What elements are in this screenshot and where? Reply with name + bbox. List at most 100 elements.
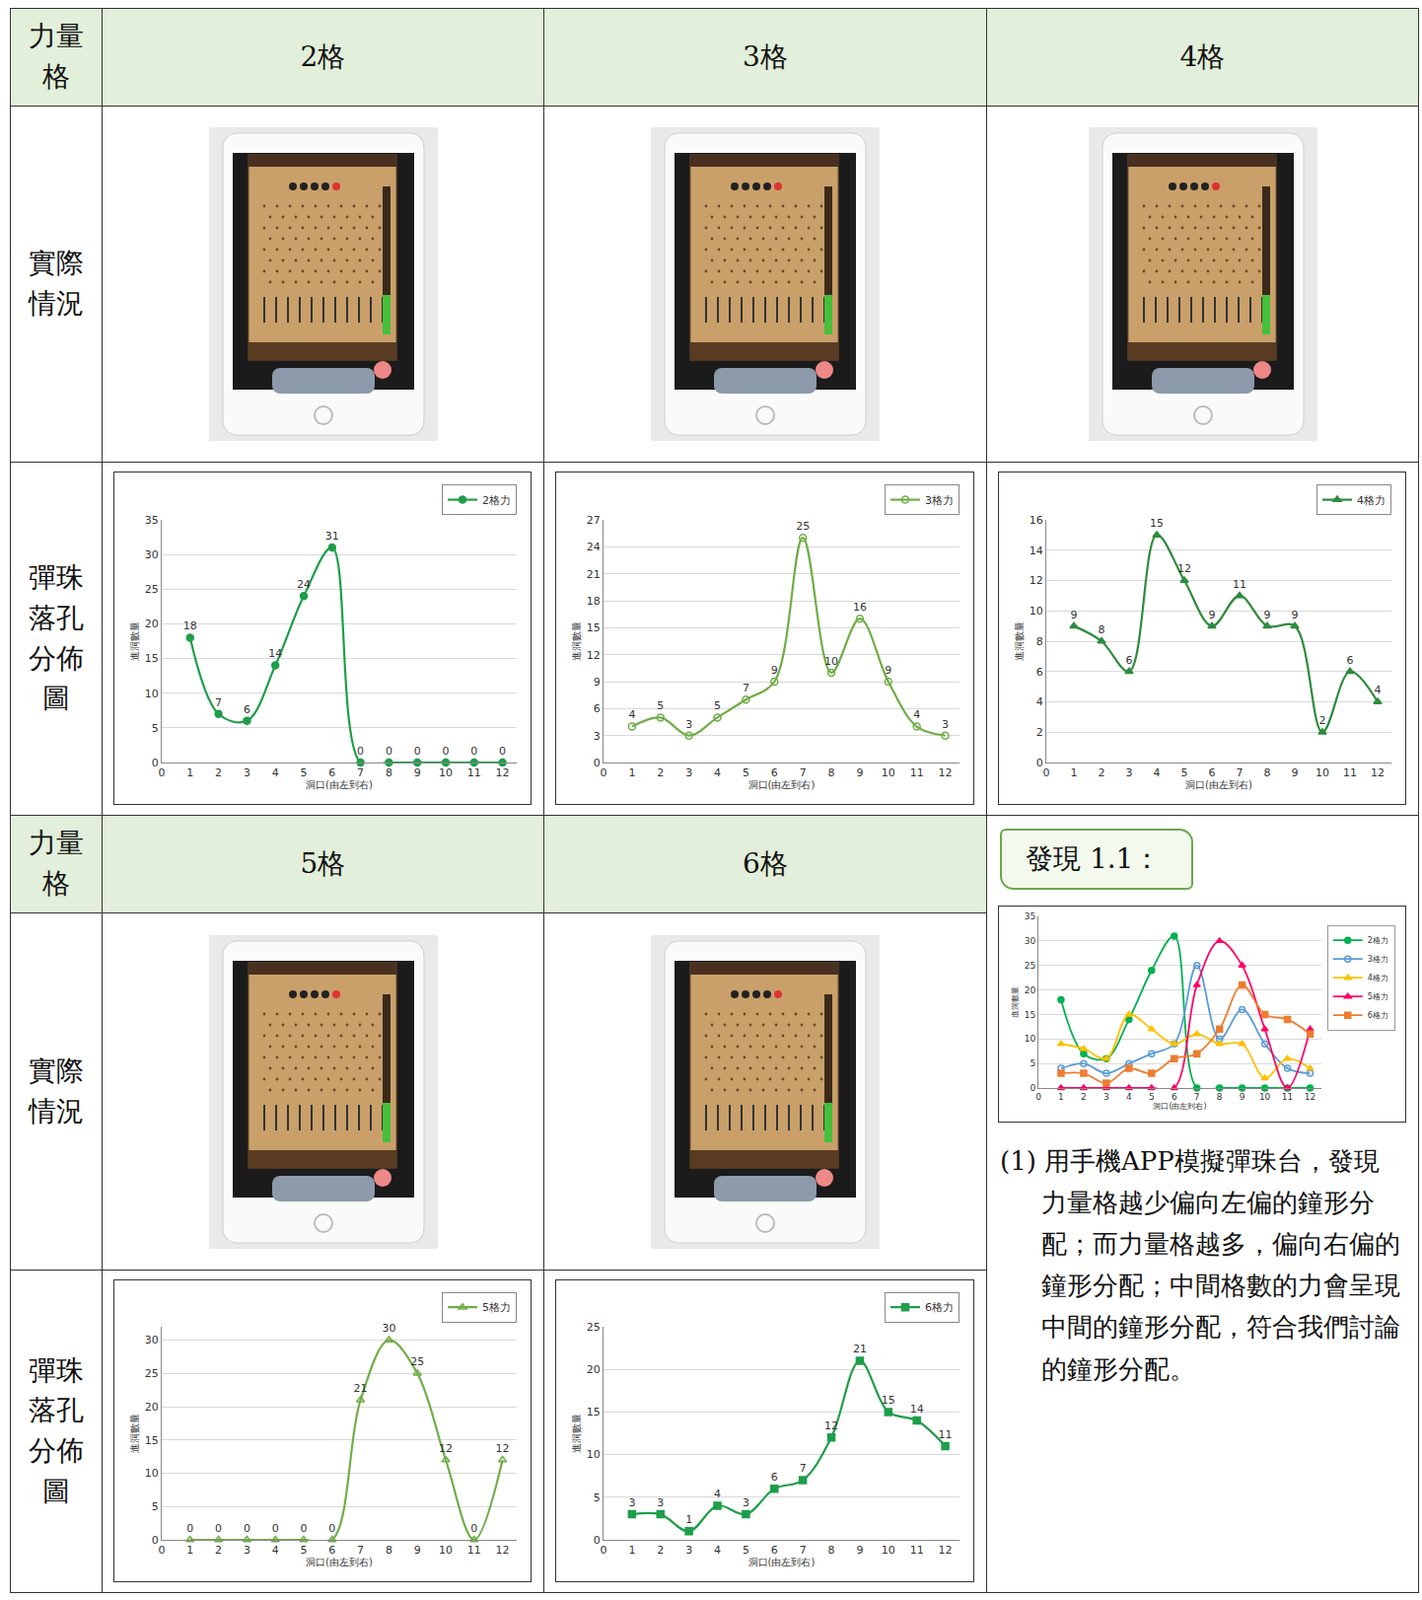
svg-text:35: 35 (144, 513, 159, 527)
svg-text:25: 25 (144, 1366, 159, 1380)
svg-text:3: 3 (685, 766, 693, 780)
svg-text:9: 9 (593, 675, 601, 689)
svg-text:12: 12 (824, 1419, 839, 1432)
svg-text:進洞數量: 進洞數量 (129, 1413, 141, 1453)
svg-text:15: 15 (144, 651, 159, 665)
svg-text:8: 8 (1264, 766, 1272, 780)
svg-text:進洞數量: 進洞數量 (1013, 621, 1025, 661)
svg-text:12: 12 (938, 766, 953, 780)
svg-text:1: 1 (186, 766, 194, 780)
svg-text:12: 12 (1029, 573, 1044, 587)
svg-text:0: 0 (470, 1521, 478, 1535)
svg-text:35: 35 (1024, 911, 1036, 922)
svg-text:0: 0 (151, 756, 159, 770)
svg-text:0: 0 (151, 1533, 159, 1547)
svg-text:洞口(由左到右): 洞口(由左到右) (1152, 1101, 1207, 1111)
svg-text:5: 5 (1029, 1058, 1036, 1068)
svg-text:9: 9 (1291, 608, 1299, 622)
svg-text:12: 12 (586, 648, 601, 662)
svg-text:21: 21 (586, 568, 601, 581)
svg-text:9: 9 (855, 1543, 863, 1557)
svg-text:0: 0 (243, 1521, 251, 1535)
svg-text:2: 2 (656, 766, 664, 780)
svg-text:2: 2 (214, 766, 222, 780)
svg-text:洞口(由左到右): 洞口(由左到右) (1185, 779, 1253, 790)
svg-text:7: 7 (799, 1461, 807, 1475)
svg-text:2: 2 (1098, 766, 1106, 780)
svg-text:6格力: 6格力 (924, 1300, 954, 1314)
svg-text:4: 4 (272, 766, 280, 780)
svg-text:4: 4 (913, 708, 921, 721)
svg-text:3: 3 (243, 766, 251, 780)
svg-text:20: 20 (144, 1400, 159, 1414)
svg-text:0: 0 (498, 744, 506, 758)
svg-text:8: 8 (828, 766, 836, 780)
svg-text:4: 4 (713, 1487, 721, 1500)
svg-text:0: 0 (593, 1533, 601, 1547)
svg-text:8: 8 (1098, 623, 1106, 637)
svg-text:11: 11 (910, 766, 925, 780)
svg-text:7: 7 (742, 681, 750, 695)
svg-text:5: 5 (593, 1491, 601, 1504)
svg-text:3: 3 (628, 1495, 636, 1509)
svg-text:1: 1 (186, 1543, 194, 1557)
svg-text:7: 7 (356, 766, 364, 780)
svg-text:6格力: 6格力 (1367, 1010, 1389, 1020)
svg-text:12: 12 (1370, 766, 1385, 780)
svg-text:5: 5 (1181, 766, 1189, 780)
svg-text:5: 5 (656, 699, 664, 712)
svg-text:4格力: 4格力 (1367, 973, 1389, 983)
svg-text:6: 6 (243, 703, 251, 716)
svg-text:進洞數量: 進洞數量 (1010, 986, 1020, 1018)
svg-text:30: 30 (144, 548, 159, 562)
svg-text:16: 16 (853, 600, 867, 614)
svg-text:14: 14 (1029, 544, 1044, 558)
svg-text:0: 0 (1029, 1082, 1036, 1093)
svg-text:12: 12 (938, 1543, 953, 1557)
svg-text:27: 27 (586, 513, 601, 527)
svg-text:10: 10 (824, 654, 839, 668)
svg-text:0: 0 (600, 766, 608, 780)
svg-text:25: 25 (144, 582, 159, 596)
svg-text:5: 5 (151, 721, 159, 735)
svg-text:5: 5 (300, 1543, 308, 1557)
svg-text:30: 30 (381, 1321, 396, 1335)
svg-text:11: 11 (938, 1427, 953, 1441)
svg-text:6: 6 (593, 702, 601, 715)
svg-text:9: 9 (855, 766, 863, 780)
svg-text:16: 16 (1029, 513, 1044, 527)
svg-text:10: 10 (1024, 1033, 1037, 1044)
svg-text:12: 12 (1304, 1091, 1316, 1102)
svg-text:11: 11 (467, 766, 482, 780)
svg-text:25: 25 (410, 1354, 425, 1368)
svg-text:20: 20 (586, 1362, 601, 1376)
svg-text:0: 0 (385, 744, 393, 758)
svg-text:3格力: 3格力 (1367, 954, 1389, 964)
svg-text:2: 2 (656, 1543, 664, 1557)
svg-text:30: 30 (1024, 935, 1037, 946)
svg-text:6: 6 (1171, 1091, 1178, 1102)
svg-text:10: 10 (1029, 604, 1044, 618)
svg-text:9: 9 (1208, 608, 1216, 622)
svg-text:5格力: 5格力 (1367, 992, 1389, 1001)
svg-text:4: 4 (1126, 1091, 1133, 1102)
svg-text:20: 20 (144, 617, 159, 631)
svg-text:20: 20 (1024, 985, 1037, 996)
svg-text:7: 7 (1236, 766, 1244, 780)
svg-text:15: 15 (881, 1393, 896, 1407)
svg-text:0: 0 (1036, 756, 1044, 770)
svg-text:12: 12 (496, 1441, 510, 1455)
svg-text:0: 0 (186, 1521, 194, 1535)
svg-text:7: 7 (799, 1543, 807, 1557)
svg-text:10: 10 (881, 1543, 896, 1557)
svg-text:11: 11 (1343, 766, 1357, 780)
svg-text:25: 25 (1024, 960, 1036, 971)
svg-text:10: 10 (144, 1466, 159, 1480)
svg-text:進洞數量: 進洞數量 (570, 621, 582, 661)
svg-text:6: 6 (1036, 665, 1044, 679)
svg-text:24: 24 (296, 577, 311, 591)
svg-text:10: 10 (438, 766, 453, 780)
svg-text:7: 7 (356, 1543, 364, 1557)
svg-text:0: 0 (158, 766, 166, 780)
svg-text:2: 2 (214, 1543, 222, 1557)
